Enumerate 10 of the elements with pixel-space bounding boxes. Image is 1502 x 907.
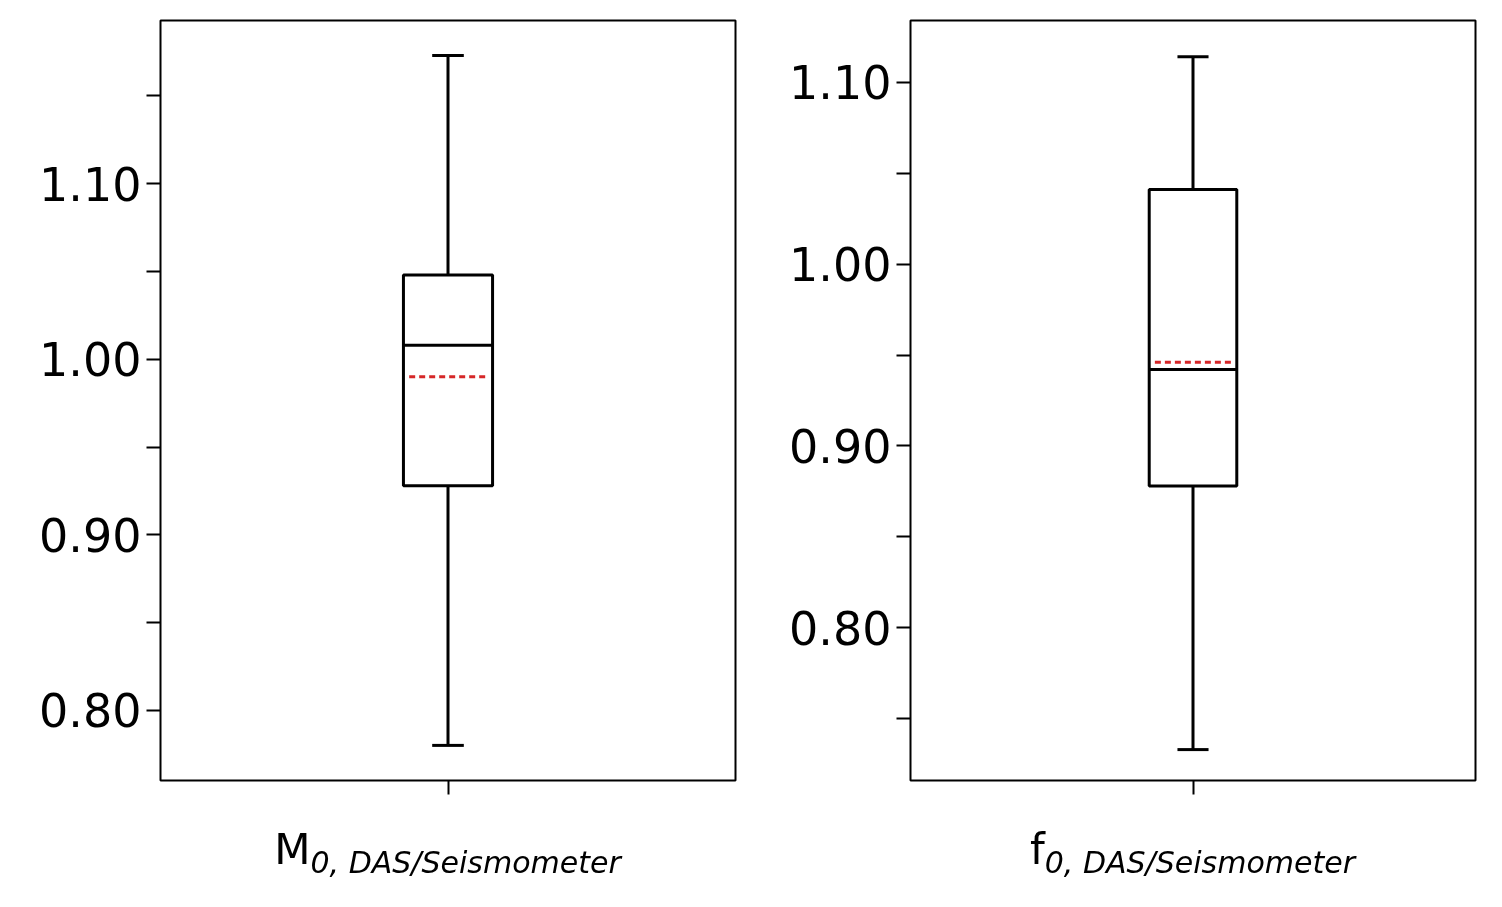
y-tick-label: 0.80 bbox=[39, 684, 142, 739]
y-tick-label: 0.90 bbox=[789, 419, 892, 474]
x-tick-label: M$_{0, DAS/Seismometer}$ bbox=[273, 824, 624, 883]
x-tick-label: f$_{0, DAS/Seismometer}$ bbox=[1029, 824, 1358, 883]
y-tick-label: 1.10 bbox=[789, 56, 892, 111]
y-tick-label: 1.00 bbox=[789, 238, 892, 293]
y-tick-label: 1.00 bbox=[39, 333, 142, 388]
y-tick-label: 0.80 bbox=[789, 601, 892, 656]
y-tick-label: 0.90 bbox=[39, 508, 142, 563]
y-tick-label: 1.10 bbox=[39, 157, 142, 212]
